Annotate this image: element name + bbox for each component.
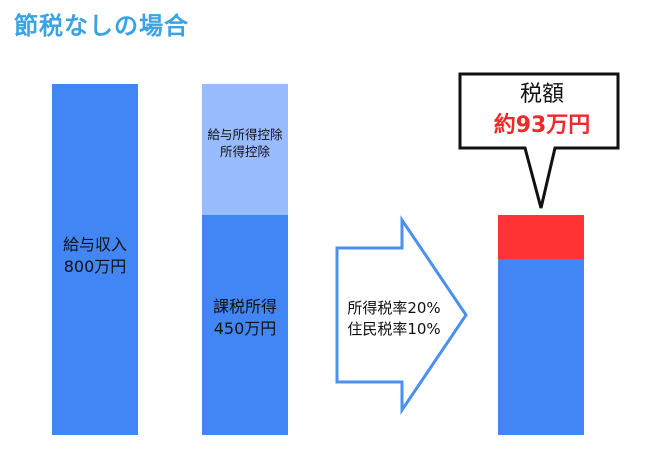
income-tax-rate: 所得税率20% xyxy=(347,299,441,317)
deduction-label-line1: 給与所得控除 xyxy=(207,127,283,142)
salary-income-label-line2: 800万円 xyxy=(63,256,127,276)
arrow-shape xyxy=(335,215,468,415)
salary-income-bar xyxy=(52,84,138,435)
tax-amount-value: 約93万円 xyxy=(493,113,591,138)
resident-tax-rate: 住民税率10% xyxy=(347,320,441,338)
deduction-segment xyxy=(202,84,288,215)
taxable-income-segment xyxy=(202,215,288,435)
callout-text: 税額 約93万円 xyxy=(466,78,618,142)
tax-amount-segment xyxy=(498,215,584,259)
salary-income-label: 給与収入 800万円 xyxy=(52,234,138,277)
taxable-income-label-line1: 課税所得 xyxy=(212,297,277,316)
deduction-label-line2: 所得控除 xyxy=(219,143,270,159)
tax-amount-callout xyxy=(454,68,628,214)
deduction-label: 給与所得控除 所得控除 xyxy=(196,127,294,161)
taxable-income-label-line2: 450万円 xyxy=(213,318,277,338)
after-tax-segment xyxy=(498,259,584,435)
tax-amount-label: 税額 xyxy=(519,82,564,107)
callout-bubble xyxy=(458,72,620,209)
page-title: 節税なしの場合 xyxy=(14,12,189,40)
salary-income-label-line1: 給与収入 xyxy=(62,235,127,254)
tax-rate-text: 所得税率20% 住民税率10% xyxy=(336,298,452,340)
taxable-income-label: 課税所得 450万円 xyxy=(202,296,288,339)
tax-rate-arrow xyxy=(330,215,470,415)
